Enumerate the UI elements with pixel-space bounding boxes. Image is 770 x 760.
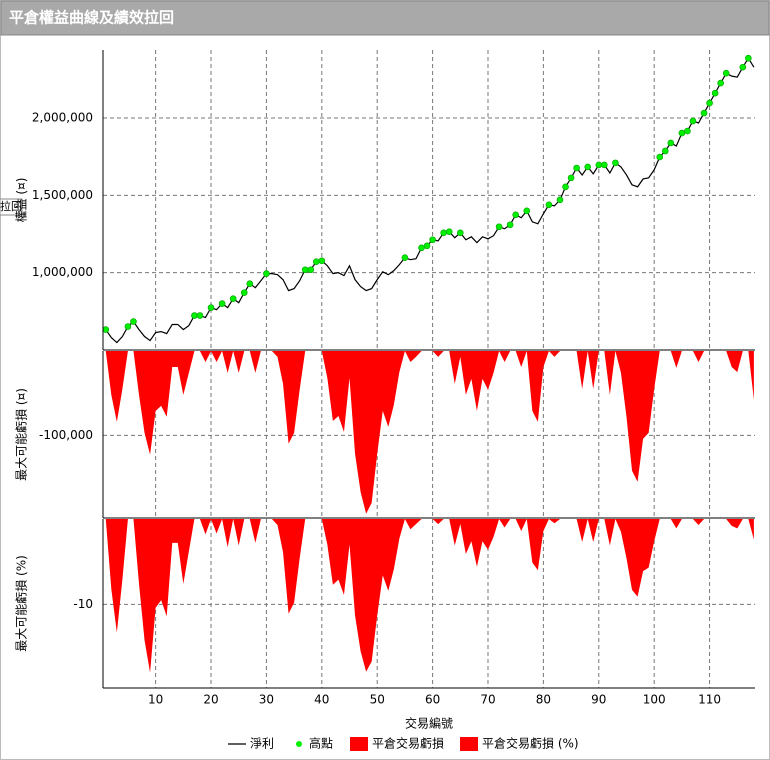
x-tick-label: 70 [480,693,495,707]
x-tick-label: 10 [148,693,163,707]
high-point [711,89,719,97]
x-tick-label: 110 [698,693,721,707]
x-tick-label: 50 [370,693,385,707]
title-bar [0,0,770,36]
high-point [656,153,664,161]
x-tick-label: 20 [203,693,218,707]
high-point [678,129,686,137]
high-point [445,228,453,236]
drawdown-area [105,351,754,514]
high-point [246,280,254,287]
high-point [573,164,580,172]
high-point [567,174,575,182]
high-point [595,161,603,169]
high-point [684,127,691,135]
high-point [124,323,132,330]
high-point [495,223,503,231]
high-point [229,295,237,302]
high-point [191,312,198,319]
high-point [440,229,447,237]
high-point [218,300,226,307]
high-point [423,242,431,250]
high-point [706,99,713,107]
chart-title: 平倉權益曲線及績效拉回 [9,9,174,27]
y-axis-label: 最大可能虧損 (¤) [14,388,29,481]
y-axis-label: 最大可能虧損 (%) [14,555,29,652]
high-point [612,159,619,167]
y-tick-label: 2,000,000 [32,111,93,125]
y-tick-label: -10 [73,597,93,611]
high-point [102,326,110,333]
legend-label: 平倉交易虧損 (%) [482,736,579,751]
high-point [717,79,724,87]
drawdown-area [105,519,754,673]
high-point [301,266,309,274]
high-point [667,139,675,147]
legend-label: 淨利 [250,737,274,751]
high-point [307,266,315,274]
high-point [722,69,730,77]
high-point [506,221,514,229]
x-tick-label: 100 [643,693,666,707]
high-point [700,109,708,117]
high-point [418,244,425,252]
high-point [312,258,320,266]
high-point [739,63,747,71]
high-point [523,207,531,215]
high-point [207,304,215,311]
x-tick-label: 40 [314,693,329,707]
pullback-label[interactable]: 拉回 [0,199,22,213]
high-point [689,117,697,125]
y-tick-label: 1,000,000 [32,265,93,279]
high-point [512,211,519,219]
high-point [263,270,270,277]
high-point [601,161,608,169]
high-point [661,147,669,155]
high-point [130,318,137,325]
y-axis-label: 權益 (¤) [15,178,29,223]
x-tick-label: 80 [536,693,551,707]
y-tick-label: 1,500,000 [32,188,93,202]
high-point [240,289,248,296]
legend-marker [296,741,302,747]
x-tick-label: 30 [259,693,274,707]
high-point [456,229,464,237]
high-point [545,201,553,209]
high-point [562,183,569,191]
legend-swatch [350,737,368,751]
high-point [584,163,592,171]
legend-label: 平倉交易虧損 [372,736,444,751]
high-point [745,54,752,62]
high-point [318,257,326,265]
legend-swatch [460,737,478,751]
x-tick-label: 60 [425,693,440,707]
y-tick-label: -100,000 [39,428,93,442]
pullback-button[interactable] [0,198,23,216]
high-point [556,196,564,204]
high-point [196,312,204,319]
high-point [429,236,436,244]
high-point [401,254,409,261]
x-tick-label: 90 [591,693,606,707]
legend-label: 高點 [309,736,333,751]
x-axis-label: 交易編號 [405,716,453,731]
